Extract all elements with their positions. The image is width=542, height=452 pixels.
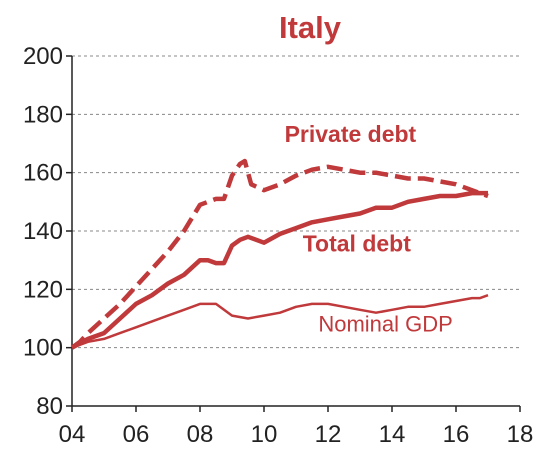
x-tick-label: 10 [251, 421, 278, 448]
y-tick-label: 200 [23, 43, 63, 70]
annotations: Private debt Total debt Nominal GDP [285, 121, 453, 337]
x-tick-label: 14 [379, 421, 406, 448]
x-tick-label: 08 [187, 421, 214, 448]
y-tick-label: 80 [36, 393, 63, 420]
y-tick-label: 100 [23, 335, 63, 362]
y-tick-label: 120 [23, 276, 63, 303]
x-tick-label: 12 [315, 421, 342, 448]
series-line-total-debt [70, 190, 488, 350]
y-tick-label: 140 [23, 218, 63, 245]
x-tick-label: 18 [507, 421, 534, 448]
x-tick-label: 06 [123, 421, 150, 448]
annotation-private-debt: Private debt [285, 121, 417, 147]
x-tick-label: 04 [59, 421, 86, 448]
axes: 80 100 120 140 160 180 200 04 06 08 10 12 14 16 18 [23, 43, 533, 448]
y-tick-label: 180 [23, 101, 63, 128]
series-line-nominal-gdp [71, 294, 489, 349]
annotation-nominal-gdp: Nominal GDP [318, 312, 452, 337]
chart-title: Italy [279, 10, 342, 45]
grid-lines [72, 55, 520, 349]
series-lines [70, 158, 489, 350]
annotation-total-debt: Total debt [303, 230, 412, 256]
series-line-private-debt [70, 158, 489, 350]
x-tick-label: 16 [443, 421, 470, 448]
y-tick-label: 160 [23, 160, 63, 187]
